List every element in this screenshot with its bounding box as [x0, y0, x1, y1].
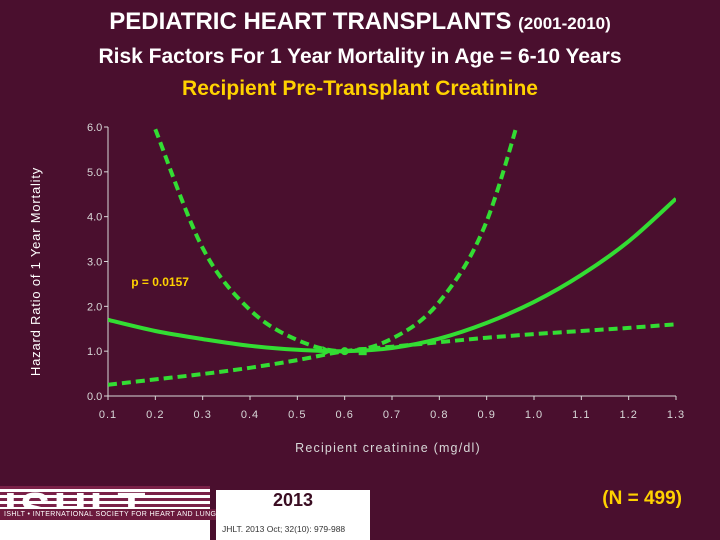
upper-ci-line — [153, 127, 519, 354]
title-main: PEDIATRIC HEART TRANSPLANTS — [109, 8, 512, 35]
x-tick-label: 0.6 — [336, 409, 354, 421]
chart-subtitle: Risk Factors For 1 Year Mortality in Age… — [98, 45, 622, 68]
citation-box — [216, 490, 370, 540]
y-tick-label: 2.0 — [87, 301, 102, 313]
reference-square-right — [358, 347, 367, 356]
x-tick-label: 1.3 — [667, 409, 685, 421]
reference-point — [340, 347, 349, 356]
page-title: PEDIATRIC HEART TRANSPLANTS (2001-2010) — [0, 8, 720, 36]
ishlt-logo-subtitle: ISHLT • INTERNATIONAL SOCIETY FOR HEART … — [0, 509, 370, 520]
y-tick-label: 5.0 — [87, 167, 102, 179]
x-tick-label: 1.0 — [525, 409, 543, 421]
x-tick-label: 0.1 — [99, 409, 117, 421]
hazard-ratio-line — [108, 197, 676, 354]
x-tick-label: 0.9 — [478, 409, 496, 421]
x-tick-label: 0.7 — [383, 409, 401, 421]
x-tick-label: 1.1 — [572, 409, 590, 421]
sample-size: (N = 499) — [602, 488, 682, 509]
x-tick-label: 0.3 — [194, 409, 212, 421]
publication-year: 2013 — [272, 490, 314, 510]
y-tick-label: 3.0 — [87, 257, 102, 269]
x-tick-label: 0.4 — [241, 409, 259, 421]
reference-arrow-left — [322, 346, 333, 357]
x-tick-label: 0.8 — [430, 409, 448, 421]
x-tick-label: 1.2 — [620, 409, 638, 421]
hazard-ratio-chart: 0.0 1.0 2.0 3.0 4.0 5.0 6.0 0.1 0.2 0.3 0.4 0.5 0.6 0… — [28, 122, 685, 455]
y-tick-label: 6.0 — [87, 122, 102, 134]
y-tick-label: 4.0 — [87, 212, 102, 224]
y-tick-label: 0.0 — [87, 391, 102, 403]
chart-title: Recipient Pre-Transplant Creatinine — [182, 77, 538, 100]
lower-ci-line — [108, 322, 676, 387]
x-tick-label: 0.5 — [288, 409, 306, 421]
p-value-annotation: p = 0.0157 — [131, 275, 189, 289]
x-tick-label: 0.2 — [146, 409, 164, 421]
journal-citation: JHLT. 2013 Oct; 32(10): 979-988 — [222, 524, 346, 534]
x-axis-label: Recipient creatinine (mg/dl) — [295, 441, 481, 455]
title-years: (2001-2010) — [518, 14, 611, 33]
y-tick-label: 1.0 — [87, 346, 102, 358]
y-axis-label: Hazard Ratio of 1 Year Mortality — [28, 167, 43, 376]
